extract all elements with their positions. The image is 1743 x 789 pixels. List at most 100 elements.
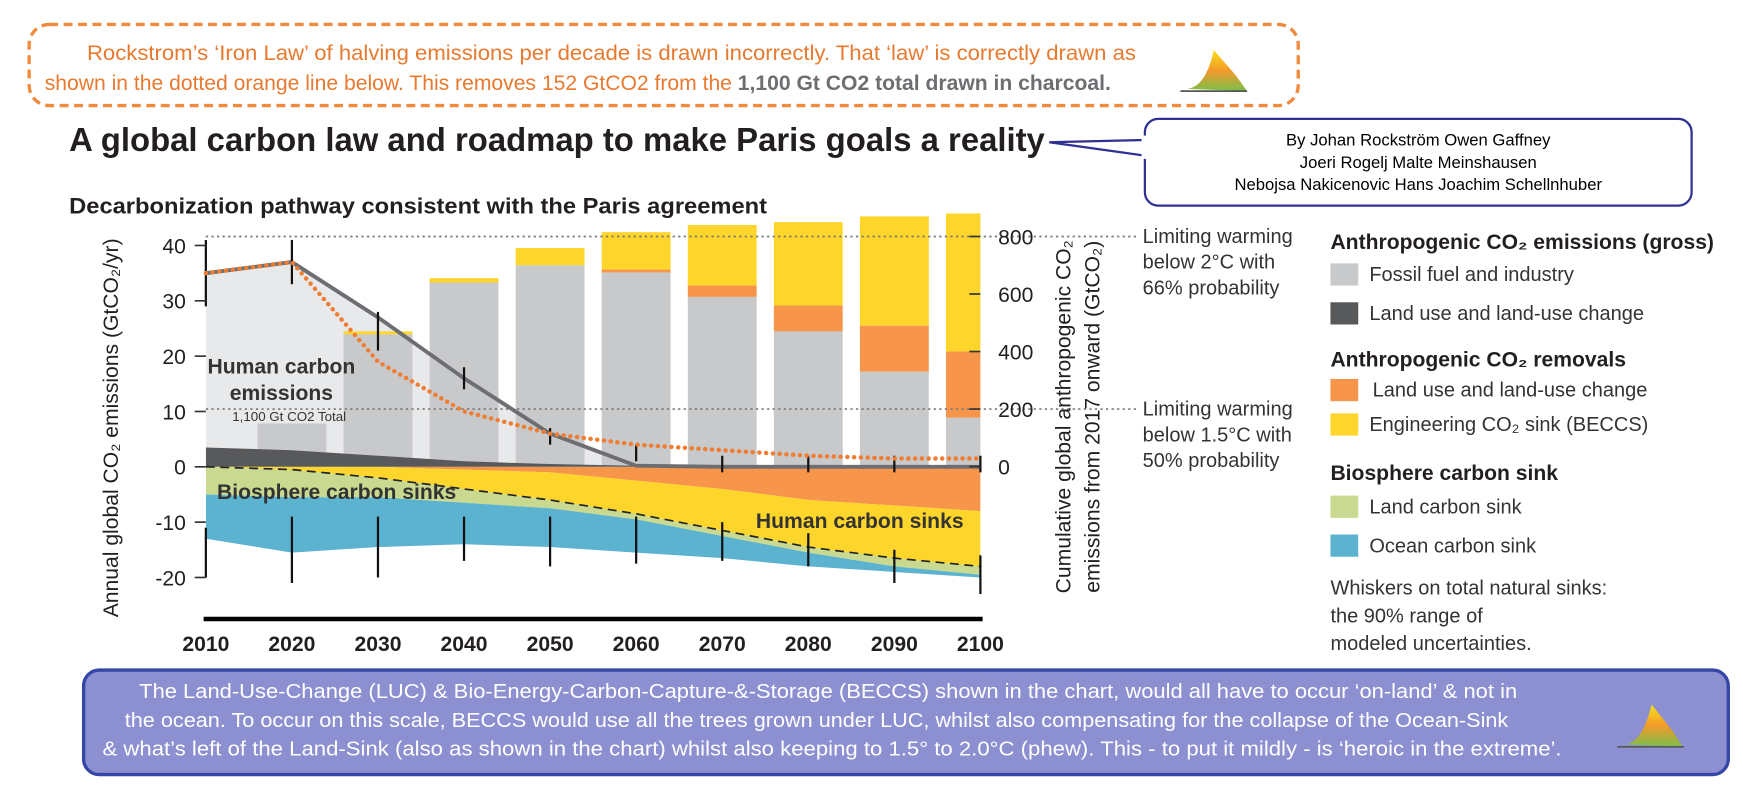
plot: Limiting warming below 2°C with 66% probab…	[155, 213, 1293, 656]
logo	[1180, 50, 1248, 92]
y2-axis-label: emissions from 2017 onward (GtCO₂)	[1081, 241, 1104, 593]
bottom-note-line: & what’s left of the Land-Sink (also as …	[103, 739, 1562, 761]
authors-box	[1143, 117, 1693, 207]
top-note-box	[27, 22, 1300, 108]
bar	[773, 222, 843, 306]
legend-swatch	[1330, 413, 1359, 436]
top-note-line: Rockstrom’s ‘Iron Law’ of halving emissi…	[87, 42, 1136, 65]
plot-area	[205, 213, 981, 578]
bar	[687, 224, 757, 286]
y-tick-label: 40	[162, 235, 185, 258]
area	[205, 494, 981, 578]
area	[205, 466, 981, 567]
legend-swatch	[1330, 302, 1359, 325]
bar	[945, 351, 981, 418]
legend-label: Engineering CO₂ sink (BECCS)	[1369, 414, 1648, 436]
reference-label: below 2°C with	[1143, 252, 1276, 274]
y2-tick-label: 200	[998, 399, 1033, 422]
legend-label: Land carbon sink	[1369, 496, 1522, 518]
logo	[1617, 704, 1684, 748]
x-tick-label: 2020	[268, 633, 315, 656]
reference-label: below 1.5°C with	[1143, 424, 1292, 446]
bar	[773, 305, 843, 332]
author-line: Nebojsa Nakicenovic Hans Joachim Schelln…	[1234, 175, 1602, 194]
y-tick-label: 30	[162, 291, 185, 314]
y2-tick-label: 800	[998, 226, 1033, 249]
x-tick-label: 2030	[354, 633, 401, 656]
x-tick-label: 2050	[527, 633, 574, 656]
top-note-line: shown in the dotted orange line below. T…	[45, 72, 1111, 95]
author-line: By Johan Rockström Owen Gaffney	[1286, 131, 1551, 150]
bottom-note-line: The Land-Use-Change (LUC) & Bio-Energy-C…	[139, 681, 1517, 703]
y2-tick-label: 400	[998, 341, 1033, 364]
y-tick-label: 10	[162, 401, 185, 424]
legend-label: Fossil fuel and industry	[1369, 264, 1574, 286]
legend-note: modeled uncertainties.	[1330, 633, 1531, 655]
reference-label: 66% probability	[1143, 277, 1280, 299]
bar	[343, 334, 413, 467]
y-tick-label: 0	[174, 457, 186, 480]
x-tick-label: 2040	[441, 633, 488, 656]
y2-axis-label: Cumulative global anthropogenic CO₂	[1052, 240, 1075, 593]
x-tick-label: 2010	[182, 633, 229, 656]
y-tick-label: -10	[155, 512, 186, 535]
y-tick-label: -20	[155, 567, 186, 590]
top-note-text: shown in the dotted orange line below. T…	[45, 72, 738, 95]
legend-label: Land use and land-use change	[1373, 380, 1648, 402]
area-label: Human carbon sinks	[756, 510, 964, 533]
bar	[687, 285, 757, 297]
top-note-bold: 1,100 Gt CO2 total drawn in charcoal.	[738, 72, 1111, 95]
legend-group: Anthropogenic CO₂ emissions (gross)	[1330, 231, 1714, 254]
plot-labels: Human carbon emissions 1,100 Gt CO2 Tota…	[208, 355, 964, 532]
x-tick-label: 2090	[871, 633, 918, 656]
bar	[773, 331, 843, 467]
x-tick-label: 2080	[785, 633, 832, 656]
area	[205, 466, 981, 575]
chart-subtitle: Decarbonization pathway consistent with …	[69, 193, 768, 218]
gross-emissions-line	[205, 260, 981, 469]
bar	[601, 272, 671, 467]
bar	[601, 232, 671, 270]
x-tick-label: 2100	[957, 633, 1004, 656]
x-tick-label: 2060	[613, 633, 660, 656]
legend-group: Anthropogenic CO₂ removals	[1330, 349, 1626, 372]
legend-group: Biosphere carbon sink	[1330, 462, 1558, 485]
total-label: 1,100 Gt CO2 Total	[232, 409, 346, 424]
bar	[859, 325, 929, 372]
y-tick-label: 20	[162, 346, 185, 369]
legend-note: Whiskers on total natural sinks:	[1330, 578, 1607, 600]
area-label: Biosphere carbon sinks	[217, 481, 456, 504]
bar	[601, 269, 671, 273]
legend-swatch	[1330, 534, 1359, 557]
reference-label: 50% probability	[1143, 450, 1280, 472]
y2-tick-label: 600	[998, 284, 1033, 307]
x-tick-label: 2070	[699, 633, 746, 656]
bar	[859, 371, 929, 467]
area	[205, 466, 981, 512]
legend-label: Ocean carbon sink	[1369, 535, 1537, 557]
title: A global carbon law and roadmap to make …	[69, 122, 1045, 159]
sink-boundary-line	[205, 465, 981, 568]
legend: Anthropogenic CO₂ emissions (gross) Foss…	[1330, 231, 1714, 655]
area	[205, 447, 981, 467]
reference-label: Limiting warming	[1143, 226, 1293, 248]
bottom-note-line: the ocean. To occur on this scale, BECCS…	[125, 710, 1510, 732]
reference-label: Limiting warming	[1143, 399, 1293, 421]
bottom-note-box	[81, 668, 1730, 777]
callout-pointer	[1049, 138, 1146, 157]
area-label: Human carbon	[208, 355, 356, 378]
bar	[859, 216, 929, 326]
y-axis-label: Annual global CO₂ emissions (GtCO₂/yr)	[100, 238, 123, 617]
legend-swatch	[1330, 263, 1359, 286]
bar	[429, 278, 499, 283]
y2-tick-label: 0	[998, 456, 1010, 479]
bar	[515, 248, 585, 266]
legend-swatch	[1330, 378, 1359, 402]
legend-swatch	[1330, 495, 1359, 518]
legend-label: Land use and land-use change	[1369, 303, 1644, 325]
bar	[687, 296, 757, 467]
area-label: emissions	[230, 382, 333, 405]
legend-note: the 90% range of	[1330, 605, 1483, 627]
